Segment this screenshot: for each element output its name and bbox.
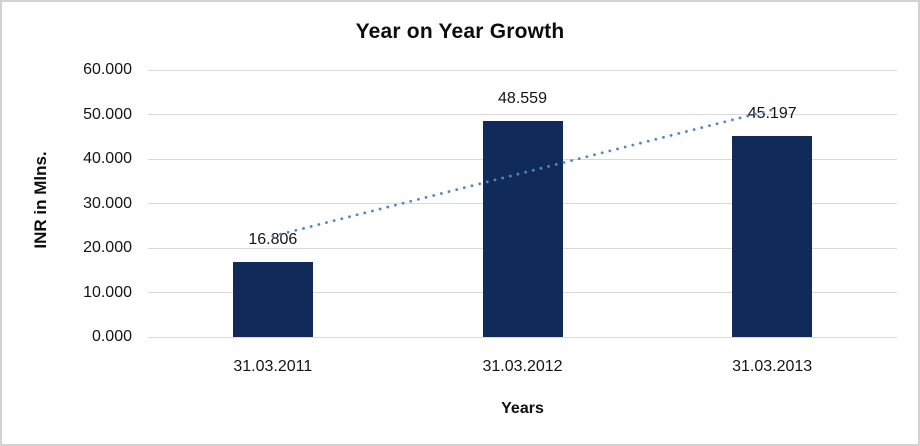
gridline bbox=[148, 69, 897, 71]
y-tick-label: 20.000 bbox=[83, 239, 132, 256]
y-tick-label: 40.000 bbox=[83, 150, 132, 167]
chart-title: Year on Year Growth bbox=[355, 20, 565, 43]
bar-31.03.2011 bbox=[232, 262, 313, 337]
data-label: 45.197 bbox=[747, 104, 797, 122]
bar-31.03.2012 bbox=[482, 120, 563, 337]
category-label: 31.03.2012 bbox=[482, 358, 563, 375]
bar-31.03.2013 bbox=[732, 135, 813, 337]
y-tick-label: 10.000 bbox=[83, 283, 132, 301]
y-tick-label: 30.000 bbox=[83, 194, 132, 212]
category-label: 31.03.2011 bbox=[233, 358, 313, 375]
y-tick-label: 50.000 bbox=[83, 105, 132, 123]
y-tick-label: 60.000 bbox=[83, 61, 132, 78]
y-tick-label: 0.000 bbox=[91, 328, 132, 345]
data-label: 48.559 bbox=[498, 89, 547, 107]
category-label: 31.03.2013 bbox=[732, 358, 813, 375]
gridline bbox=[148, 336, 897, 338]
data-label: 16.806 bbox=[248, 231, 298, 249]
x-axis-title: Years bbox=[501, 400, 544, 417]
